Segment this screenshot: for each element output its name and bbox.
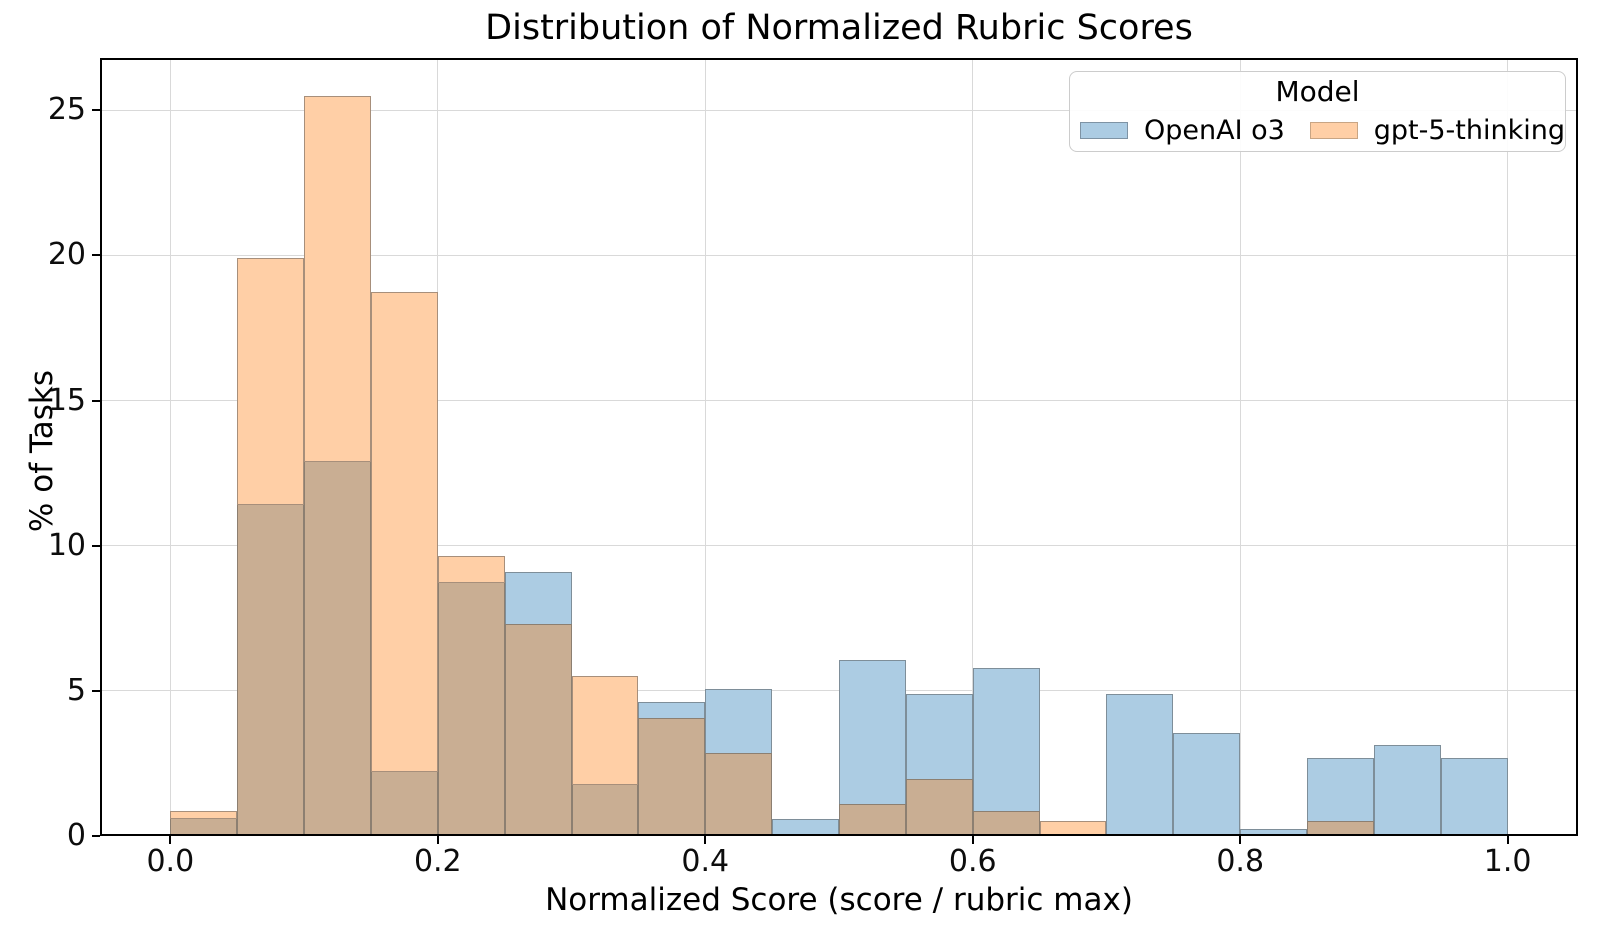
gridline-horizontal (100, 254, 1578, 256)
gridline-vertical (437, 58, 439, 836)
histogram-bar (170, 811, 238, 819)
histogram-bar (772, 818, 839, 836)
histogram-bar (237, 258, 305, 506)
legend-label-gpt5: gpt-5-thinking (1373, 115, 1565, 146)
gridline-vertical (704, 58, 706, 836)
histogram-bar (638, 718, 706, 836)
y-tick-label: 10 (47, 527, 86, 563)
y-axis-label: % of Tasks (24, 369, 60, 533)
histogram-bar (905, 779, 973, 836)
x-tick-mark (971, 836, 974, 844)
histogram-bar (1307, 821, 1374, 836)
gridline-vertical (169, 58, 171, 836)
y-tick-label: 15 (47, 382, 86, 418)
histogram-bar (370, 291, 438, 773)
chart-title: Distribution of Normalized Rubric Scores (485, 8, 1193, 48)
x-axis-label: Normalized Score (score / rubric max) (545, 882, 1133, 918)
legend-label-o3: OpenAI o3 (1144, 115, 1285, 146)
legend-entry-gpt5: gpt-5-thinking (1309, 115, 1565, 146)
y-tick-label: 0 (66, 818, 86, 853)
histogram-bar (437, 583, 505, 836)
plot-area (100, 58, 1578, 836)
gridline-horizontal (100, 545, 1578, 547)
gridline-vertical (1507, 58, 1509, 836)
histogram-bar (170, 818, 238, 836)
histogram-bar (437, 555, 505, 584)
histogram-bar (705, 753, 773, 836)
histogram-bar (1106, 693, 1174, 836)
histogram-bar (1440, 757, 1508, 836)
x-tick-label: 0.6 (948, 844, 997, 879)
legend-title: Model (1275, 75, 1360, 108)
histogram-bar (972, 667, 1040, 836)
gridline-vertical (1239, 58, 1241, 836)
histogram-bar (571, 785, 639, 836)
y-tick-mark (92, 689, 100, 692)
histogram-bar (1240, 828, 1308, 836)
gridline-horizontal (100, 109, 1578, 111)
x-tick-label: 0.2 (413, 844, 462, 879)
y-tick-label: 5 (66, 672, 86, 708)
histogram-bar (1173, 732, 1241, 836)
histogram-bar (571, 676, 639, 786)
y-tick-mark (92, 544, 100, 547)
x-tick-mark (1239, 836, 1242, 844)
legend: Model OpenAI o3 gpt-5-thinking (1069, 71, 1566, 152)
y-tick-label: 20 (47, 237, 86, 273)
histogram-bar (237, 505, 305, 836)
x-tick-label: 0.4 (681, 844, 730, 879)
x-tick-mark (704, 836, 707, 844)
y-tick-mark (92, 254, 100, 257)
gridline-horizontal (100, 400, 1578, 402)
x-tick-label: 1.0 (1483, 844, 1532, 879)
y-tick-label: 25 (47, 92, 86, 128)
histogram-bar (304, 461, 371, 836)
x-tick-mark (436, 836, 439, 844)
histogram-bar (839, 804, 906, 836)
legend-swatch-o3 (1080, 122, 1128, 139)
y-tick-mark (92, 109, 100, 112)
x-tick-label: 0.0 (146, 844, 195, 879)
x-tick-mark (1506, 836, 1509, 844)
histogram-bar (972, 811, 1040, 836)
legend-entries: OpenAI o3 gpt-5-thinking (1080, 115, 1565, 146)
histogram-bar (504, 624, 572, 836)
x-tick-mark (169, 836, 172, 844)
legend-swatch-gpt5 (1309, 122, 1358, 139)
histogram-bar (1039, 821, 1107, 836)
y-tick-mark (92, 399, 100, 402)
legend-entry-o3: OpenAI o3 (1080, 115, 1285, 146)
histogram-bar (1373, 744, 1441, 836)
y-tick-mark (92, 835, 100, 837)
histogram-bar (370, 772, 438, 836)
x-tick-label: 0.8 (1216, 844, 1265, 879)
gridline-vertical (972, 58, 974, 836)
histogram-bar (304, 95, 371, 462)
